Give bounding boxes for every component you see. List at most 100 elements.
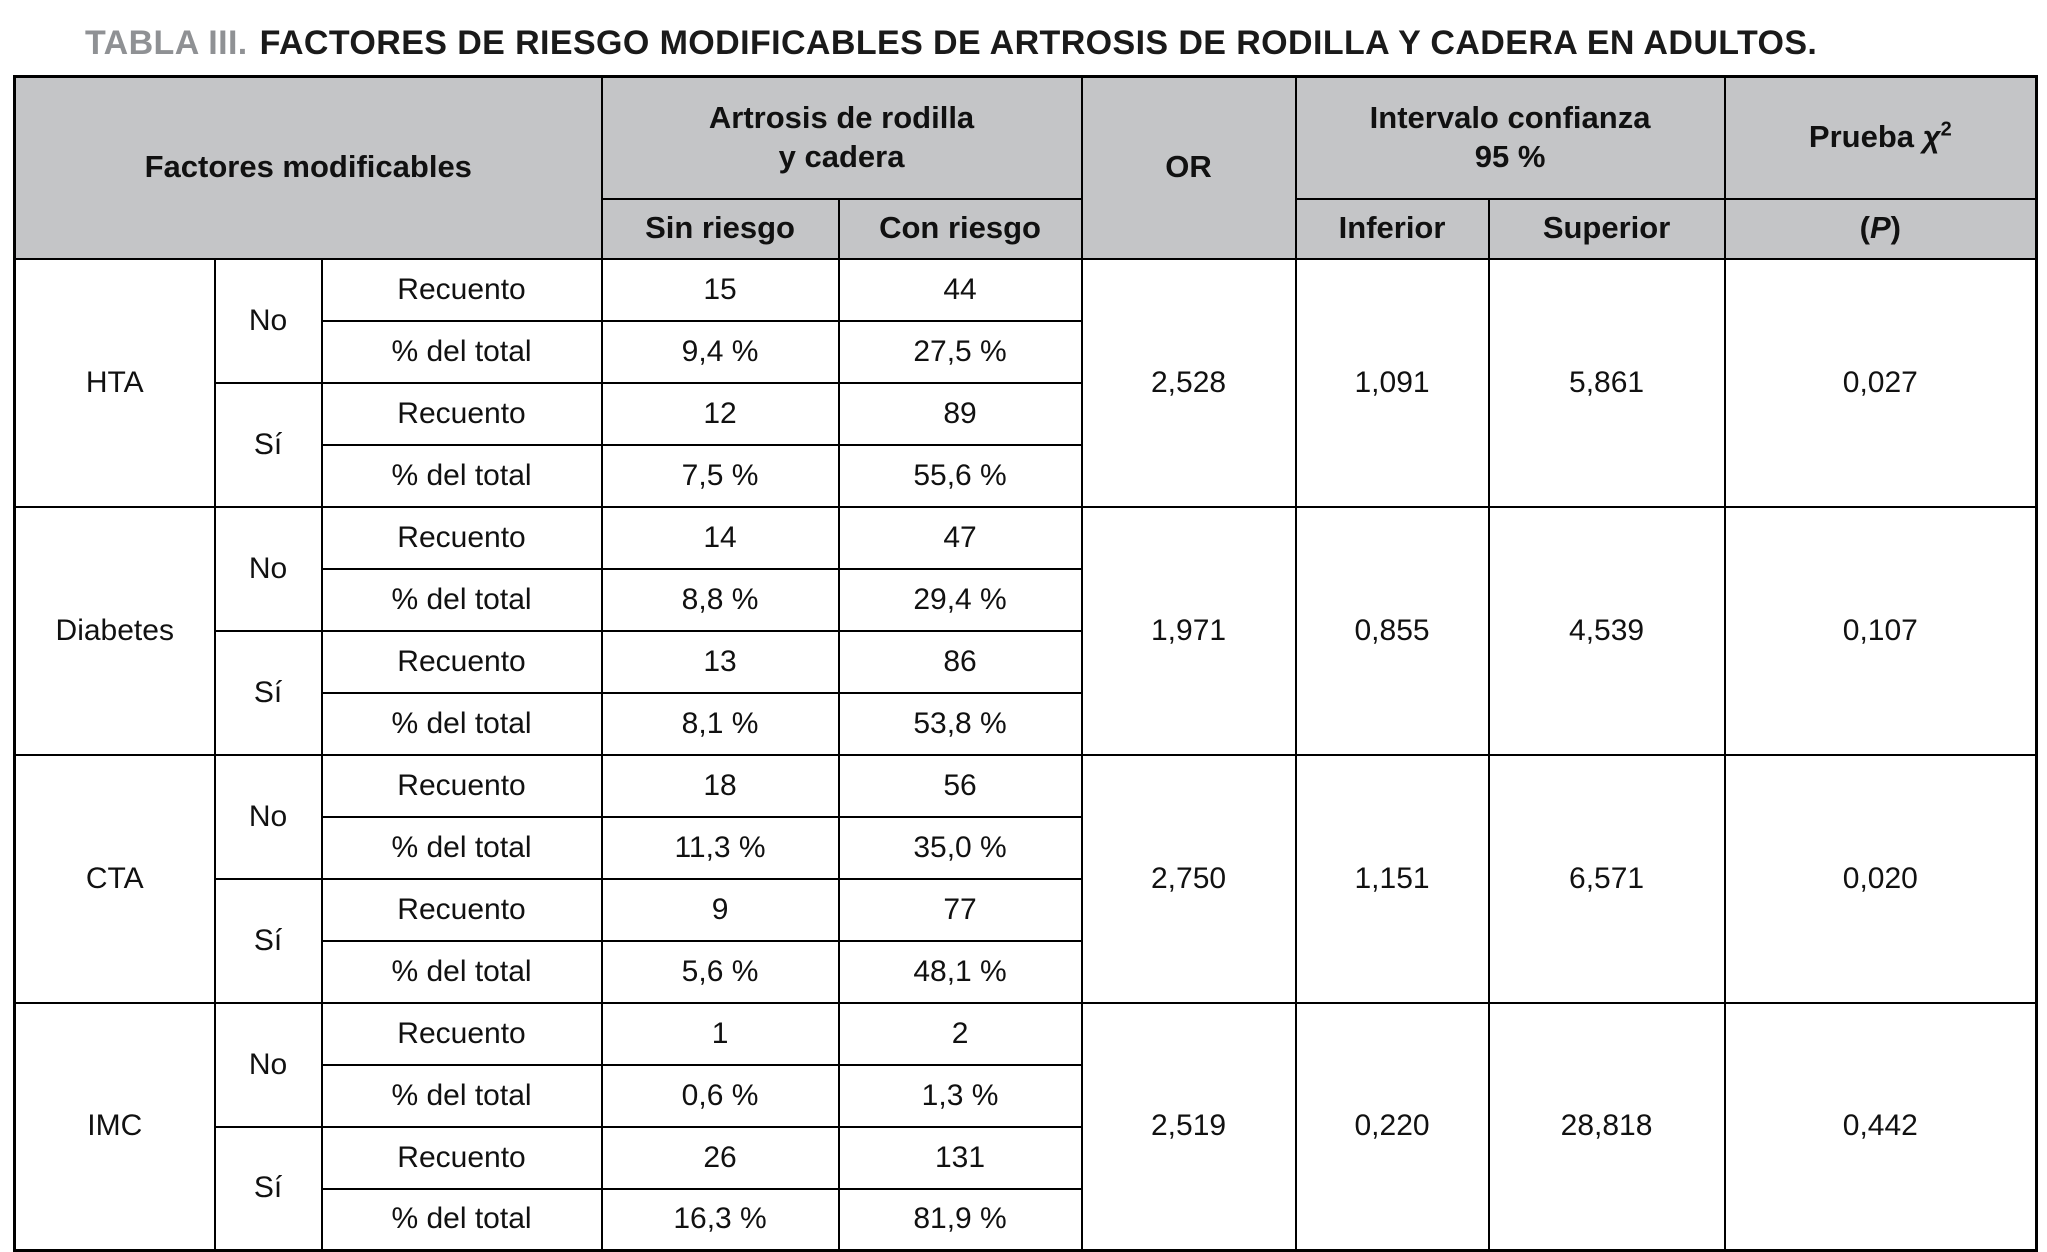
table-title-text: FACTORES DE RIESGO MODIFICABLES DE ARTRO… bbox=[259, 24, 1818, 62]
sin-riesgo-value: 9 bbox=[600, 877, 840, 942]
inferior-value: 1,151 bbox=[1294, 753, 1490, 1004]
header-inferior: Inferior bbox=[1294, 197, 1490, 260]
yes-no-cell: No bbox=[213, 505, 323, 632]
superior-value: 6,571 bbox=[1487, 753, 1726, 1004]
sin-riesgo-value: 8,1 % bbox=[600, 691, 840, 756]
header-artrosis: Artrosis de rodilla y cadera bbox=[600, 75, 1083, 200]
header-superior: Superior bbox=[1487, 197, 1726, 260]
table-row: IMC No Recuento 1 2 2,519 0,220 28,818 0,442 bbox=[13, 1001, 2038, 1252]
table-row: % del total 0,6 % 1,3 % bbox=[15, 1063, 2037, 1128]
con-riesgo-value: 77 bbox=[837, 877, 1083, 942]
or-value: 2,750 bbox=[1080, 753, 1297, 1004]
header-intervalo-line-2: 95 % bbox=[1474, 138, 1546, 174]
p-value: 0,107 bbox=[1723, 505, 2038, 756]
con-riesgo-value: 53,8 % bbox=[837, 691, 1083, 756]
factor-cell: IMC bbox=[13, 1001, 216, 1252]
header-intervalo-line-1: Intervalo confianza bbox=[1369, 100, 1651, 135]
header-sin-riesgo: Sin riesgo bbox=[600, 197, 840, 260]
measure-label-cell: Recuento bbox=[320, 1125, 603, 1190]
header-artrosis-line-2: y cadera bbox=[778, 138, 905, 174]
measure-label-cell: Recuento bbox=[320, 381, 603, 446]
con-riesgo-value: 47 bbox=[837, 505, 1083, 570]
table-row: % del total 9,4 % 27,5 % bbox=[15, 319, 2037, 384]
con-riesgo-value: 55,6 % bbox=[837, 443, 1083, 508]
sin-riesgo-value: 18 bbox=[600, 753, 840, 818]
table-row: Sí Recuento 13 86 bbox=[15, 629, 2037, 756]
sin-riesgo-value: 7,5 % bbox=[600, 443, 840, 508]
measure-label-cell: % del total bbox=[320, 939, 603, 1004]
yes-no-cell: No bbox=[213, 1001, 323, 1128]
header-prueba-chi-squared: Prueba χ2 bbox=[1723, 75, 2038, 200]
con-riesgo-value: 1,3 % bbox=[837, 1063, 1083, 1128]
table-header: Factores modificables Artrosis de rodill… bbox=[13, 75, 2038, 260]
con-riesgo-value: 48,1 % bbox=[837, 939, 1083, 1004]
or-value: 1,971 bbox=[1080, 505, 1297, 756]
measure-label-cell: Recuento bbox=[320, 505, 603, 570]
measure-label-cell: Recuento bbox=[320, 1001, 603, 1066]
p-value: 0,020 bbox=[1723, 753, 2038, 1004]
superior-value: 5,861 bbox=[1487, 257, 1726, 508]
measure-label-cell: % del total bbox=[320, 443, 603, 508]
header-p-value: (P) bbox=[1723, 197, 2038, 260]
table-row: % del total 8,8 % 29,4 % bbox=[15, 567, 2037, 632]
yes-no-cell: Sí bbox=[213, 1125, 323, 1252]
sin-riesgo-value: 13 bbox=[600, 629, 840, 694]
sin-riesgo-value: 1 bbox=[600, 1001, 840, 1066]
con-riesgo-value: 89 bbox=[837, 381, 1083, 446]
factor-cell: CTA bbox=[13, 753, 216, 1004]
table-row: Sí Recuento 9 77 bbox=[15, 877, 2037, 1004]
table-row: % del total 11,3 % 35,0 % bbox=[15, 815, 2037, 880]
header-row-2: Sin riesgo Con riesgo Inferior Superior … bbox=[15, 197, 2038, 260]
yes-no-cell: Sí bbox=[213, 381, 323, 508]
measure-label-cell: % del total bbox=[320, 1063, 603, 1128]
measure-label-cell: Recuento bbox=[320, 257, 603, 322]
con-riesgo-value: 27,5 % bbox=[837, 319, 1083, 384]
factor-cell: HTA bbox=[13, 257, 216, 508]
yes-no-cell: No bbox=[213, 257, 323, 384]
superior-value: 4,539 bbox=[1487, 505, 1726, 756]
sin-riesgo-value: 5,6 % bbox=[600, 939, 840, 1004]
header-con-riesgo: Con riesgo bbox=[837, 197, 1083, 260]
p-value: 0,442 bbox=[1723, 1001, 2038, 1252]
header-prueba-text: Prueba bbox=[1808, 119, 1923, 155]
sin-riesgo-value: 14 bbox=[600, 505, 840, 570]
sin-riesgo-value: 11,3 % bbox=[600, 815, 840, 880]
table-number-label: TABLA III. bbox=[85, 24, 248, 62]
table-body: HTA No Recuento 15 44 2,528 1,091 5,861 0,027% d… bbox=[13, 257, 2038, 1252]
or-value: 2,528 bbox=[1080, 257, 1297, 508]
p-value: 0,027 bbox=[1723, 257, 2038, 508]
inferior-value: 1,091 bbox=[1294, 257, 1490, 508]
table-row: % del total 5,6 % 48,1 % bbox=[15, 939, 2037, 1004]
yes-no-cell: Sí bbox=[213, 877, 323, 1004]
con-riesgo-value: 35,0 % bbox=[837, 815, 1083, 880]
con-riesgo-value: 44 bbox=[837, 257, 1083, 322]
table-row: Sí Recuento 26 131 bbox=[15, 1125, 2037, 1252]
sin-riesgo-value: 8,8 % bbox=[600, 567, 840, 632]
header-intervalo-confianza: Intervalo confianza 95 % bbox=[1294, 75, 1726, 200]
header-row-1: Factores modificables Artrosis de rodill… bbox=[13, 75, 2038, 260]
factor-cell: Diabetes bbox=[13, 505, 216, 756]
measure-label-cell: % del total bbox=[320, 691, 603, 756]
table-title: TABLA III. FACTORES DE RIESGO MODIFICABLE… bbox=[85, 24, 2035, 63]
table-row: Sí Recuento 12 89 bbox=[15, 381, 2037, 508]
p-paren-close: ) bbox=[1890, 210, 1901, 246]
p-letter: P bbox=[1869, 210, 1891, 246]
table-row: HTA No Recuento 15 44 2,528 1,091 5,861 0,027 bbox=[13, 257, 2038, 508]
risk-factors-table: Factores modificables Artrosis de rodill… bbox=[13, 75, 2039, 1252]
inferior-value: 0,855 bbox=[1294, 505, 1490, 756]
sin-riesgo-value: 0,6 % bbox=[600, 1063, 840, 1128]
table-row: Diabetes No Recuento 14 47 1,971 0,855 4,539 0,1… bbox=[13, 505, 2038, 756]
sin-riesgo-value: 16,3 % bbox=[600, 1187, 840, 1252]
table-row: CTA No Recuento 18 56 2,750 1,151 6,571 0,020 bbox=[13, 753, 2038, 1004]
sin-riesgo-value: 15 bbox=[600, 257, 840, 322]
con-riesgo-value: 2 bbox=[837, 1001, 1083, 1066]
sin-riesgo-value: 9,4 % bbox=[600, 319, 840, 384]
measure-label-cell: % del total bbox=[320, 815, 603, 880]
con-riesgo-value: 131 bbox=[837, 1125, 1083, 1190]
superior-value: 28,818 bbox=[1487, 1001, 1726, 1252]
sin-riesgo-value: 26 bbox=[600, 1125, 840, 1190]
header-or: OR bbox=[1080, 75, 1297, 260]
p-paren-open: ( bbox=[1859, 210, 1870, 246]
measure-label-cell: % del total bbox=[320, 1187, 603, 1252]
